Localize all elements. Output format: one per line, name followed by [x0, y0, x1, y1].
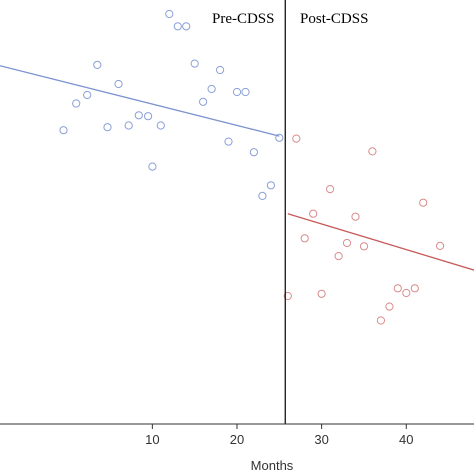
pre-cdss-data-point [72, 99, 81, 108]
pre-cdss-data-point [59, 126, 68, 135]
post-cdss-data-point [436, 241, 445, 250]
x-tick-label: 20 [230, 432, 244, 447]
pre-cdss-data-point [134, 111, 143, 120]
pre-cdss-data-point [190, 59, 199, 68]
post-cdss-data-point [292, 134, 301, 143]
pre-cdss-data-point [156, 121, 165, 130]
post-cdss-data-point [283, 291, 292, 301]
post-cdss-data-point [317, 289, 326, 298]
post-cdss-data-point [334, 252, 343, 261]
pre-cdss-data-point [275, 133, 284, 142]
pre-cdss-data-point [249, 148, 258, 157]
pre-cdss-data-point [103, 123, 112, 132]
pre-cdss-data-point [216, 65, 225, 75]
x-tick-label: 40 [399, 432, 413, 447]
post-cdss-data-point [368, 147, 377, 156]
points-layer [59, 9, 445, 325]
pre-cdss-data-point [165, 9, 174, 19]
post-cdss-data-point [402, 288, 411, 298]
x-axis-ticks: 10 20 30 40 [145, 424, 414, 447]
pre-cdss-data-point [148, 162, 157, 171]
x-axis-title: Months [251, 458, 294, 473]
post-cdss-data-point [393, 284, 402, 293]
post-cdss-data-point [385, 302, 394, 311]
pre-cdss-data-point [232, 87, 242, 97]
pre-cdss-data-point [114, 79, 123, 89]
pre-cdss-data-point [93, 60, 102, 70]
x-tick-label: 30 [314, 432, 328, 447]
pre-cdss-data-point [241, 87, 250, 97]
post-cdss-data-point [351, 212, 360, 221]
pre-cdss-data-point [124, 121, 133, 130]
x-tick-label: 10 [145, 432, 159, 447]
post-cdss-data-point [326, 185, 335, 194]
pre-cdss-data-point [266, 181, 275, 190]
pre-cdss-data-point [83, 90, 92, 100]
pre-cdss-label: Pre-CDSS [212, 11, 275, 27]
post-cdss-trend-line [287, 213, 474, 271]
pre-cdss-data-point [182, 22, 191, 31]
post-cdss-label: Post-CDSS [300, 11, 368, 27]
post-cdss-data-point [419, 198, 428, 207]
pre-cdss-data-point [207, 84, 216, 94]
pre-cdss-data-point [258, 191, 267, 200]
pre-cdss-data-point [173, 22, 182, 31]
pre-cdss-data-point [224, 137, 233, 146]
post-cdss-data-point [376, 316, 385, 325]
post-cdss-data-point [359, 242, 369, 251]
post-cdss-data-point [309, 209, 318, 218]
trend-layer [0, 65, 474, 271]
pre-cdss-trend-line [0, 65, 280, 137]
pre-cdss-data-point [144, 112, 153, 121]
post-cdss-data-point [342, 238, 352, 248]
post-cdss-data-point [300, 234, 309, 243]
post-cdss-data-point [410, 284, 419, 293]
pre-cdss-data-point [199, 97, 208, 106]
